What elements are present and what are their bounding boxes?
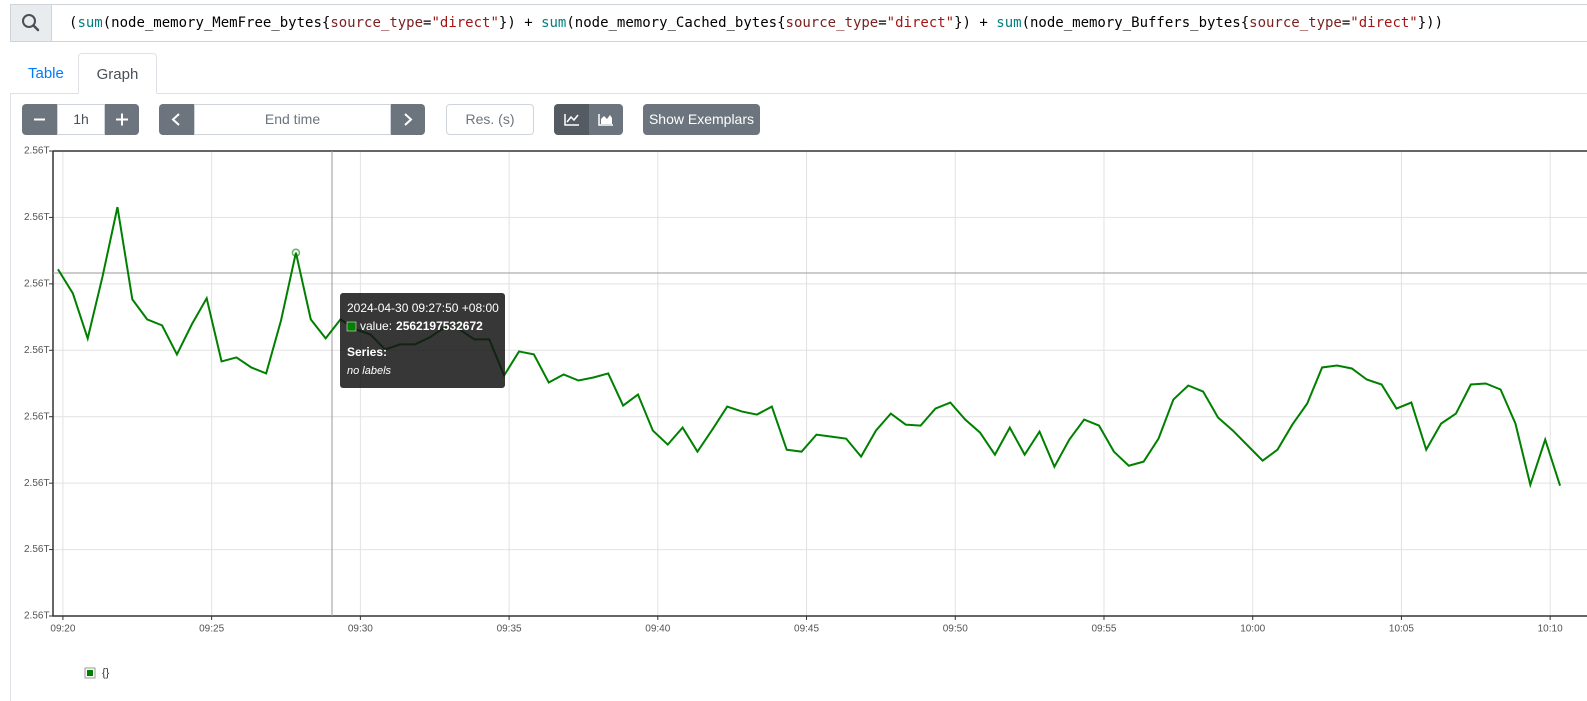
x-tick-label: 09:50 [943, 624, 968, 635]
show-exemplars[interactable]: Show Exemplars [643, 104, 760, 135]
stacked-chart-toggle[interactable] [589, 104, 623, 135]
query-token: source_type [1249, 15, 1342, 31]
query-bar[interactable]: (sum(node_memory_MemFree_bytes{source_ty… [10, 4, 1587, 42]
minus-icon [34, 118, 45, 121]
tooltip-box [340, 293, 505, 388]
y-tick-label: 2.56T [24, 146, 50, 157]
query-token: })) [1417, 15, 1444, 31]
tooltip-value-label: value: [360, 319, 392, 333]
range-input[interactable]: 1h [57, 104, 105, 135]
y-tick-label: 2.56T [24, 278, 50, 289]
chevron-left [171, 113, 180, 126]
search-icon[interactable] [11, 5, 52, 41]
query-token: "direct" [431, 15, 499, 31]
query-token: = [878, 15, 887, 31]
area-icon [598, 114, 613, 126]
query-token: (node_memory_MemFree_bytes{ [102, 15, 331, 31]
x-tick-label: 10:10 [1538, 624, 1563, 635]
y-tick-label: 2.56T [24, 212, 50, 223]
search-glyph [22, 14, 40, 32]
query-token: (node_memory_Buffers_bytes{ [1021, 15, 1250, 31]
tooltip-swatch [346, 321, 357, 332]
next-time[interactable] [391, 104, 425, 135]
x-tick-label: 09:35 [497, 624, 522, 635]
panel-border [10, 93, 1587, 94]
y-tick-label: 2.56T [24, 544, 50, 555]
x-tick-label: 09:55 [1091, 624, 1116, 635]
tooltip-value-number: 2562197532672 [396, 319, 483, 333]
prev-time[interactable] [159, 104, 194, 135]
x-tick-label: 09:30 [348, 624, 373, 635]
plus-icon [116, 113, 128, 126]
y-tick-label: 2.56T [24, 411, 50, 422]
query-token: "direct" [886, 15, 955, 31]
query-token: }) + [498, 15, 542, 31]
tooltip-value: value: 2562197532672 [360, 319, 483, 333]
tab[interactable]: Table [28, 65, 64, 82]
x-tick-label: 10:05 [1389, 624, 1414, 635]
x-tick-label: 09:40 [645, 624, 670, 635]
x-tick-label: 09:25 [199, 624, 224, 635]
end-time-input[interactable]: End time [194, 104, 391, 135]
query-token: source_type [785, 15, 879, 31]
query-token: ( [69, 15, 78, 31]
legend-swatch-fill [87, 670, 93, 676]
series-line [57, 206, 1562, 489]
query-token: "direct" [1350, 15, 1418, 31]
query-token: sum [541, 15, 567, 31]
tooltip-series-label: Series: [347, 345, 387, 359]
query-token: source_type [330, 15, 424, 31]
y-tick-label: 2.56T [24, 345, 50, 356]
query-token: }) + [954, 15, 997, 31]
increase-range[interactable] [105, 104, 139, 135]
resolution-input[interactable]: Res. (s) [446, 104, 534, 135]
tooltip-series-value: no labels [347, 365, 392, 377]
query-token: = [1341, 15, 1351, 31]
line-chart-toggle[interactable] [554, 104, 589, 135]
x-tick-label: 09:20 [50, 624, 75, 635]
tab-active[interactable]: Graph [78, 53, 157, 94]
legend-label: {} [102, 667, 110, 679]
query-token: = [423, 15, 432, 31]
x-tick-label: 09:45 [794, 624, 819, 635]
y-tick-label: 2.56T [24, 611, 50, 622]
decrease-range[interactable] [22, 104, 57, 135]
plot-frame [52, 150, 1587, 617]
tooltip: 2024-04-30 09:27:50 +08:00 value: 25621975… [340, 293, 505, 388]
query-token: sum [77, 15, 103, 31]
line-icon [564, 114, 579, 126]
query-token: sum [996, 15, 1022, 31]
tooltip-time: 2024-04-30 09:27:50 +08:00 [347, 301, 499, 315]
query-token: (node_memory_Cached_bytes{ [566, 15, 786, 31]
panel-border [10, 93, 11, 701]
hover-point [291, 248, 301, 257]
x-tick-label: 10:00 [1240, 624, 1265, 635]
chevron-right [404, 113, 413, 126]
query-expression[interactable]: (sum(node_memory_MemFree_bytes{source_ty… [69, 5, 1443, 41]
y-tick-label: 2.56T [24, 478, 50, 489]
